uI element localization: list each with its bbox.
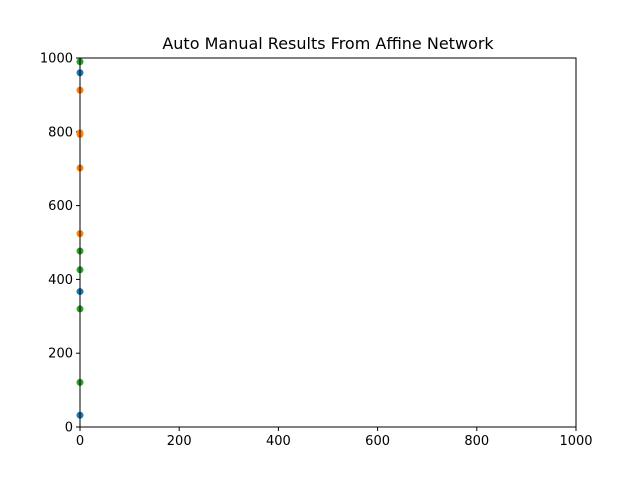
y-tick-label: 200 [48,347,73,362]
x-tick-label: 400 [266,434,291,449]
y-tick-label: 400 [48,273,73,288]
y-tick-label: 800 [48,125,73,140]
y-axis: 0 200 400 600 800 1000 [40,52,80,436]
x-tick-label: 200 [167,434,192,449]
x-tick-label: 800 [464,434,489,449]
y-tick-label: 1000 [40,52,73,67]
x-tick-label: 600 [365,434,390,449]
plot-area-frame [79,57,577,428]
x-tick-label: 1000 [559,434,592,449]
chart-title: Auto Manual Results From Affine Network [162,34,494,53]
x-axis: 0 200 400 600 800 1000 [76,427,593,449]
x-tick-label: 0 [76,434,84,449]
y-tick-label: 0 [65,421,73,436]
y-tick-label: 600 [48,199,73,214]
